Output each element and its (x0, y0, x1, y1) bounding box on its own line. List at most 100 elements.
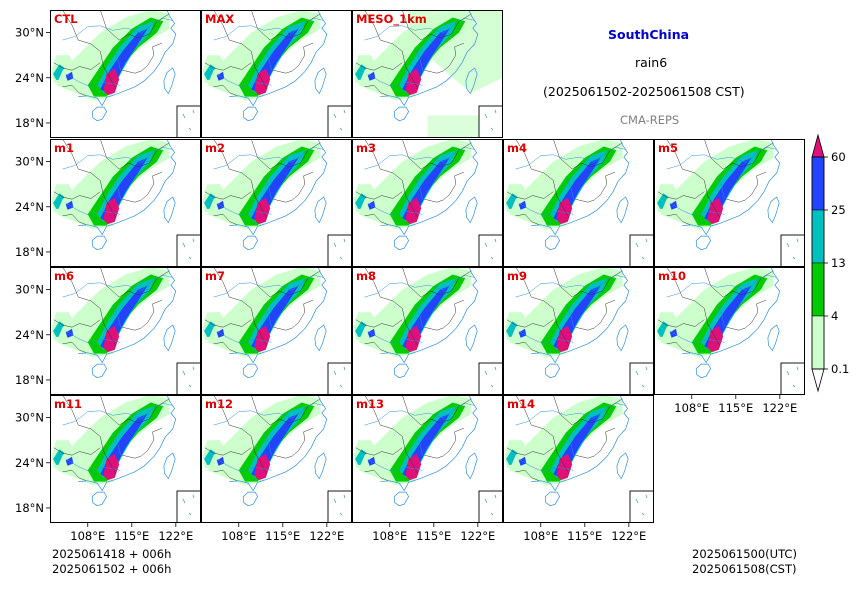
panel-label: m12 (205, 397, 233, 411)
province-border (100, 267, 170, 298)
province-border (273, 42, 314, 74)
coastline (682, 139, 781, 236)
river (65, 73, 121, 88)
river (213, 403, 324, 426)
coastline (229, 139, 328, 236)
province-border (553, 395, 623, 426)
hainan-island (242, 106, 259, 122)
province-border (364, 214, 389, 226)
river (565, 432, 574, 456)
south-china-sea-inset (176, 490, 201, 523)
province-border (515, 267, 570, 347)
taiwan-island (314, 196, 327, 224)
river (518, 202, 574, 217)
x-tick-label: 115°E (567, 529, 602, 543)
panel-frame (201, 395, 352, 523)
province-border (355, 62, 403, 71)
taiwan-island (163, 324, 176, 352)
river (367, 458, 423, 473)
province-border (62, 470, 87, 482)
river (112, 432, 121, 456)
province-border (424, 171, 465, 203)
province-border (575, 171, 616, 203)
south-china-sea-inset (176, 105, 201, 138)
y-tick-label: 24°N (15, 200, 44, 214)
map-panel-m11: m11 30°N 24°N 18°N 108°E 115°E 122°E (15, 395, 201, 543)
south-china-sea-inset (629, 234, 654, 267)
coastline (531, 267, 630, 364)
river (367, 202, 423, 217)
province-border (122, 427, 163, 459)
river (213, 147, 324, 170)
hainan-island (695, 235, 712, 251)
province-border (424, 427, 465, 459)
river (112, 47, 121, 71)
panel-frame (352, 10, 503, 138)
river (65, 202, 121, 217)
province-border (213, 214, 238, 226)
river (666, 147, 777, 170)
river (364, 275, 475, 298)
hainan-island (544, 235, 561, 251)
rain-band-heavy (556, 453, 573, 481)
y-tick-label: 30°N (15, 155, 44, 169)
panel-label: MESO_1km (356, 12, 427, 27)
rain-band-heavy (405, 453, 422, 481)
river (364, 147, 475, 170)
x-tick-label: 108°E (674, 401, 709, 415)
province-border (122, 42, 163, 74)
province-border (424, 42, 465, 74)
province-border (204, 62, 252, 71)
province-border (364, 10, 419, 90)
province-border (213, 139, 268, 219)
river (414, 176, 423, 200)
y-tick-label: 18°N (15, 116, 44, 130)
river (112, 304, 121, 328)
taiwan-island (616, 196, 629, 224)
river (216, 73, 272, 88)
colorbar: 0.1 4 13 25 60 (811, 133, 849, 393)
y-tick-label: 30°N (15, 26, 44, 40)
x-tick-label: 122°E (762, 401, 797, 415)
init-time-utc: 2025061418 + 006h (52, 547, 172, 561)
hainan-island (393, 235, 410, 251)
map-panel-m9: m9 (503, 267, 654, 395)
inset-islands (484, 494, 497, 516)
rain-band-heavy (254, 197, 271, 225)
province-border (204, 191, 252, 200)
province-border (506, 319, 554, 328)
province-border (402, 10, 472, 41)
panel-label: m8 (356, 269, 376, 283)
coastline (531, 395, 630, 492)
province-border (53, 447, 101, 456)
panel-frame (50, 267, 201, 395)
province-border (204, 319, 252, 328)
province-border (62, 10, 117, 90)
rain-band-heavy (556, 197, 573, 225)
inset-islands (333, 494, 346, 516)
inset-islands (333, 109, 346, 131)
colorbar-segment (811, 209, 825, 264)
x-tick-label: 108°E (70, 529, 105, 543)
river (263, 47, 272, 71)
hainan-island (393, 491, 410, 507)
province-border (213, 267, 268, 347)
inset-islands (786, 238, 799, 260)
inset-islands (182, 238, 195, 260)
y-tick-label: 18°N (15, 245, 44, 259)
map-panel-m14: m14 108°E 115°E 122°E (503, 395, 654, 543)
south-china-sea-inset (478, 362, 503, 395)
coastline (78, 10, 177, 107)
province-border (62, 85, 87, 97)
coastline (531, 139, 630, 236)
rain-band-heavy (254, 325, 271, 353)
province-border (364, 470, 389, 482)
province-border (273, 171, 314, 203)
province-border (364, 342, 389, 354)
province-border (62, 139, 117, 219)
panel-label: m9 (507, 269, 527, 283)
taiwan-island (314, 67, 327, 95)
river (263, 432, 272, 456)
map-panel-m10: m10 108°E 115°E 122°E (654, 267, 805, 415)
hainan-island (242, 235, 259, 251)
